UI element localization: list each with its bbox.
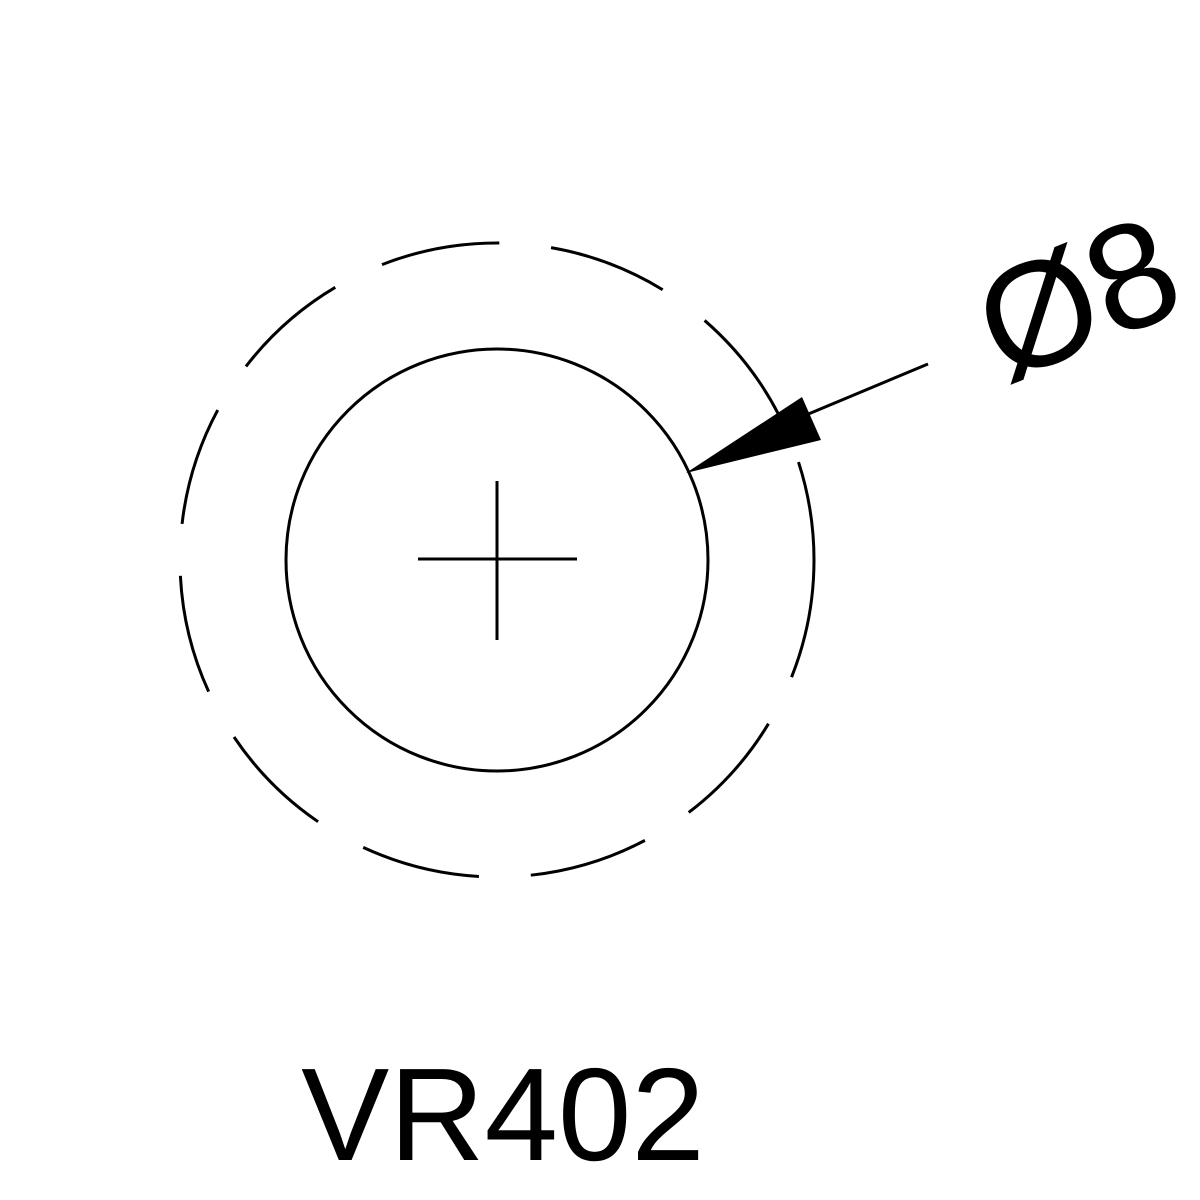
dimension-leader <box>686 362 929 473</box>
diameter-label: Ø8 <box>953 182 1200 413</box>
center-mark <box>418 481 577 640</box>
leader-arrowhead <box>686 397 821 473</box>
hole-circle <box>284 347 710 773</box>
outer-dashed-circle <box>178 241 816 879</box>
part-code-label: VR402 <box>301 1041 705 1188</box>
